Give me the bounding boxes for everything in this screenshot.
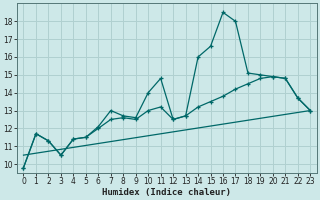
X-axis label: Humidex (Indice chaleur): Humidex (Indice chaleur)	[102, 188, 231, 197]
